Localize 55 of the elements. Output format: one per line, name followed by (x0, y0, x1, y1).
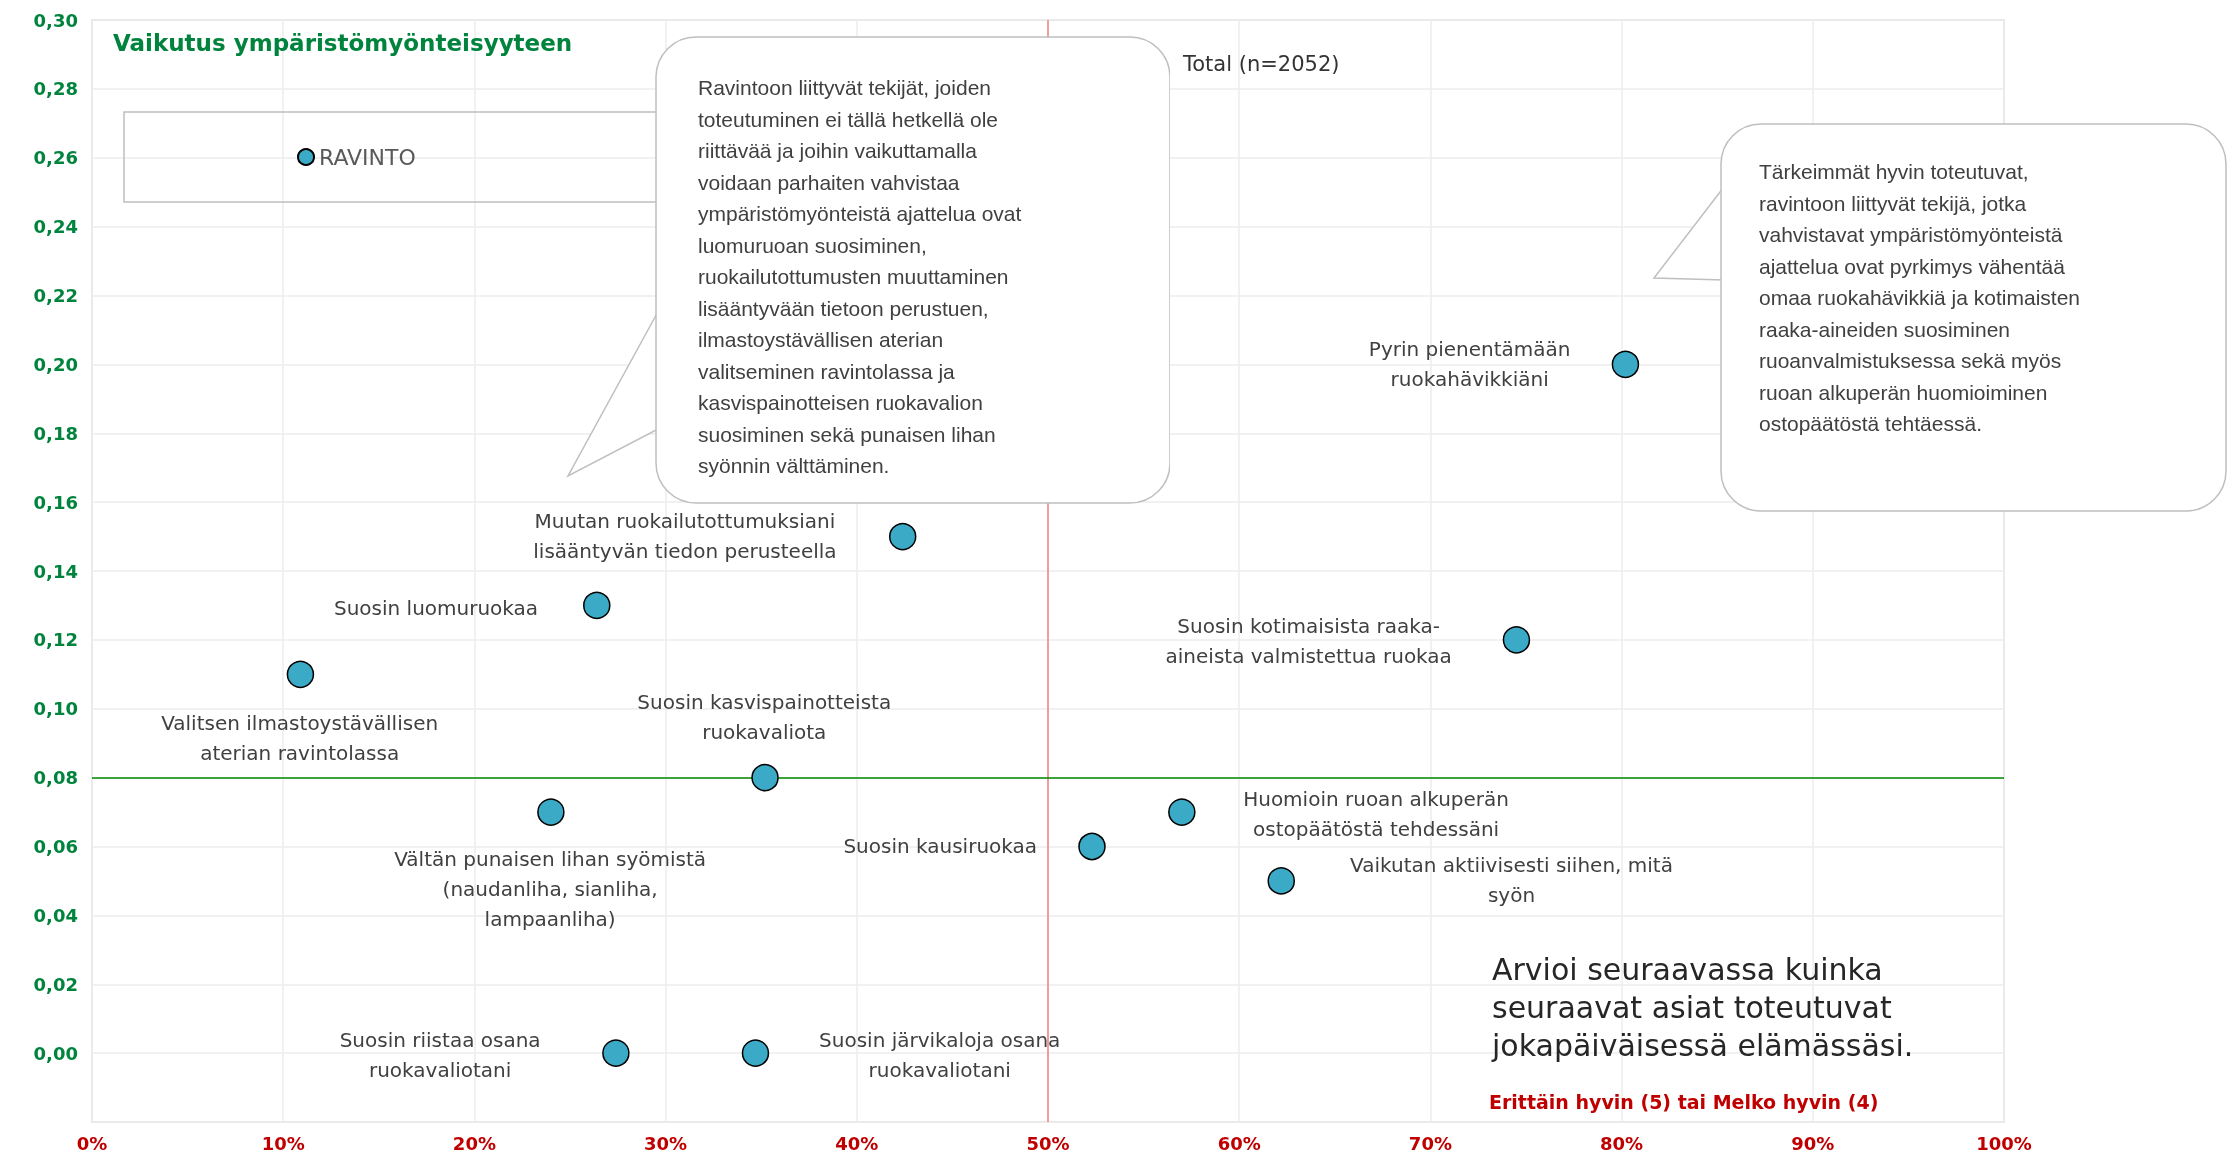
x-tick-label: 50% (1026, 1132, 1070, 1154)
point (741, 1039, 770, 1067)
annotation: Vaikutan aktiivisesti siihen, mitä syön (1350, 853, 1673, 908)
y-tick-label: 0,08 (33, 767, 78, 789)
y-tick-label: 0,26 (33, 147, 78, 169)
point (751, 763, 779, 792)
point (602, 1039, 630, 1067)
x-tick-label: 100% (1976, 1132, 2032, 1154)
point (583, 591, 611, 620)
x-tick-label: 40% (835, 1132, 879, 1154)
point (537, 798, 565, 826)
y-tick-label: 0,22 (33, 285, 78, 306)
x-tick-label: 0% (76, 1132, 108, 1154)
y-tick-label: 0,04 (33, 904, 78, 926)
point (888, 522, 917, 551)
annotation: Huomioin ruoan alkuperän ostopäätöstä tehdessäni (1243, 787, 1510, 842)
y-tick-label: 0,10 (33, 698, 78, 720)
y-tick-label: 0,12 (33, 629, 78, 651)
x-tick-label: 80% (1600, 1132, 1644, 1154)
annotation: Suosin kasvispainotteista ruokavaliota (637, 689, 892, 744)
y-tick-label: 0,16 (33, 491, 78, 513)
y-tick-label: 0,02 (33, 973, 78, 995)
y-tick-label: 0,20 (33, 353, 78, 375)
annotation: Vältän punaisen lihan syömistä (naudanliha, sianliha, lampaanliha) (394, 847, 707, 932)
y-tick-label: 0,24 (33, 216, 78, 238)
annotation: Suosin luomuruokaa (333, 595, 539, 620)
x-tick-label: 20% (452, 1132, 496, 1154)
annotation: Arvioi seuraavassa kuinka seuraavat asiat toteutuvat jokapäiväisessä elämässäsi. (1491, 951, 1914, 1063)
x-tick-label: 30% (644, 1132, 688, 1154)
point (1168, 798, 1196, 826)
y-tick-label: 0,28 (33, 78, 78, 100)
x-tick-label: 90% (1791, 1132, 1835, 1154)
y-tick-label: 0,00 (33, 1042, 78, 1064)
annotation: Erittäin hyvin (5) tai Melko hyvin (4) (1489, 1091, 1879, 1113)
x-tick-label: 60% (1217, 1132, 1261, 1154)
point (286, 660, 315, 689)
annotation: Pyrin pienentämään ruokahävikkiäni (1368, 336, 1571, 391)
annotation: Valitsen ilmastoystävällisen aterian ravintolassa (161, 710, 439, 765)
annotation: Suosin järvikaloja osana ruokavaliotani (819, 1028, 1061, 1083)
x-tick-label: 10% (261, 1132, 305, 1154)
annotation: Suosin kotimaisista raaka- aineista valmistettua ruokaa (1165, 614, 1452, 669)
x-tick-label: 70% (1408, 1132, 1452, 1154)
y-tick-label: 0,18 (33, 422, 78, 444)
y-tick-label: 0,06 (33, 836, 78, 857)
annotation: Muutan ruokailutottumuksiani lisääntyvän tiedon perusteella (533, 508, 837, 563)
point (1502, 626, 1531, 654)
y-tick-label: 0,30 (33, 9, 78, 31)
annotation: Suosin riistaa osana ruokavaliotani (339, 1028, 541, 1083)
point (1611, 350, 1640, 379)
legend-label: RAVINTO (319, 144, 416, 170)
point (1078, 832, 1106, 861)
point (1267, 867, 1296, 895)
y-tick-label: 0,14 (33, 560, 78, 582)
annotation: Total (n=2052) (1182, 52, 1340, 76)
annotation: Suosin kausiruokaa (843, 833, 1038, 858)
